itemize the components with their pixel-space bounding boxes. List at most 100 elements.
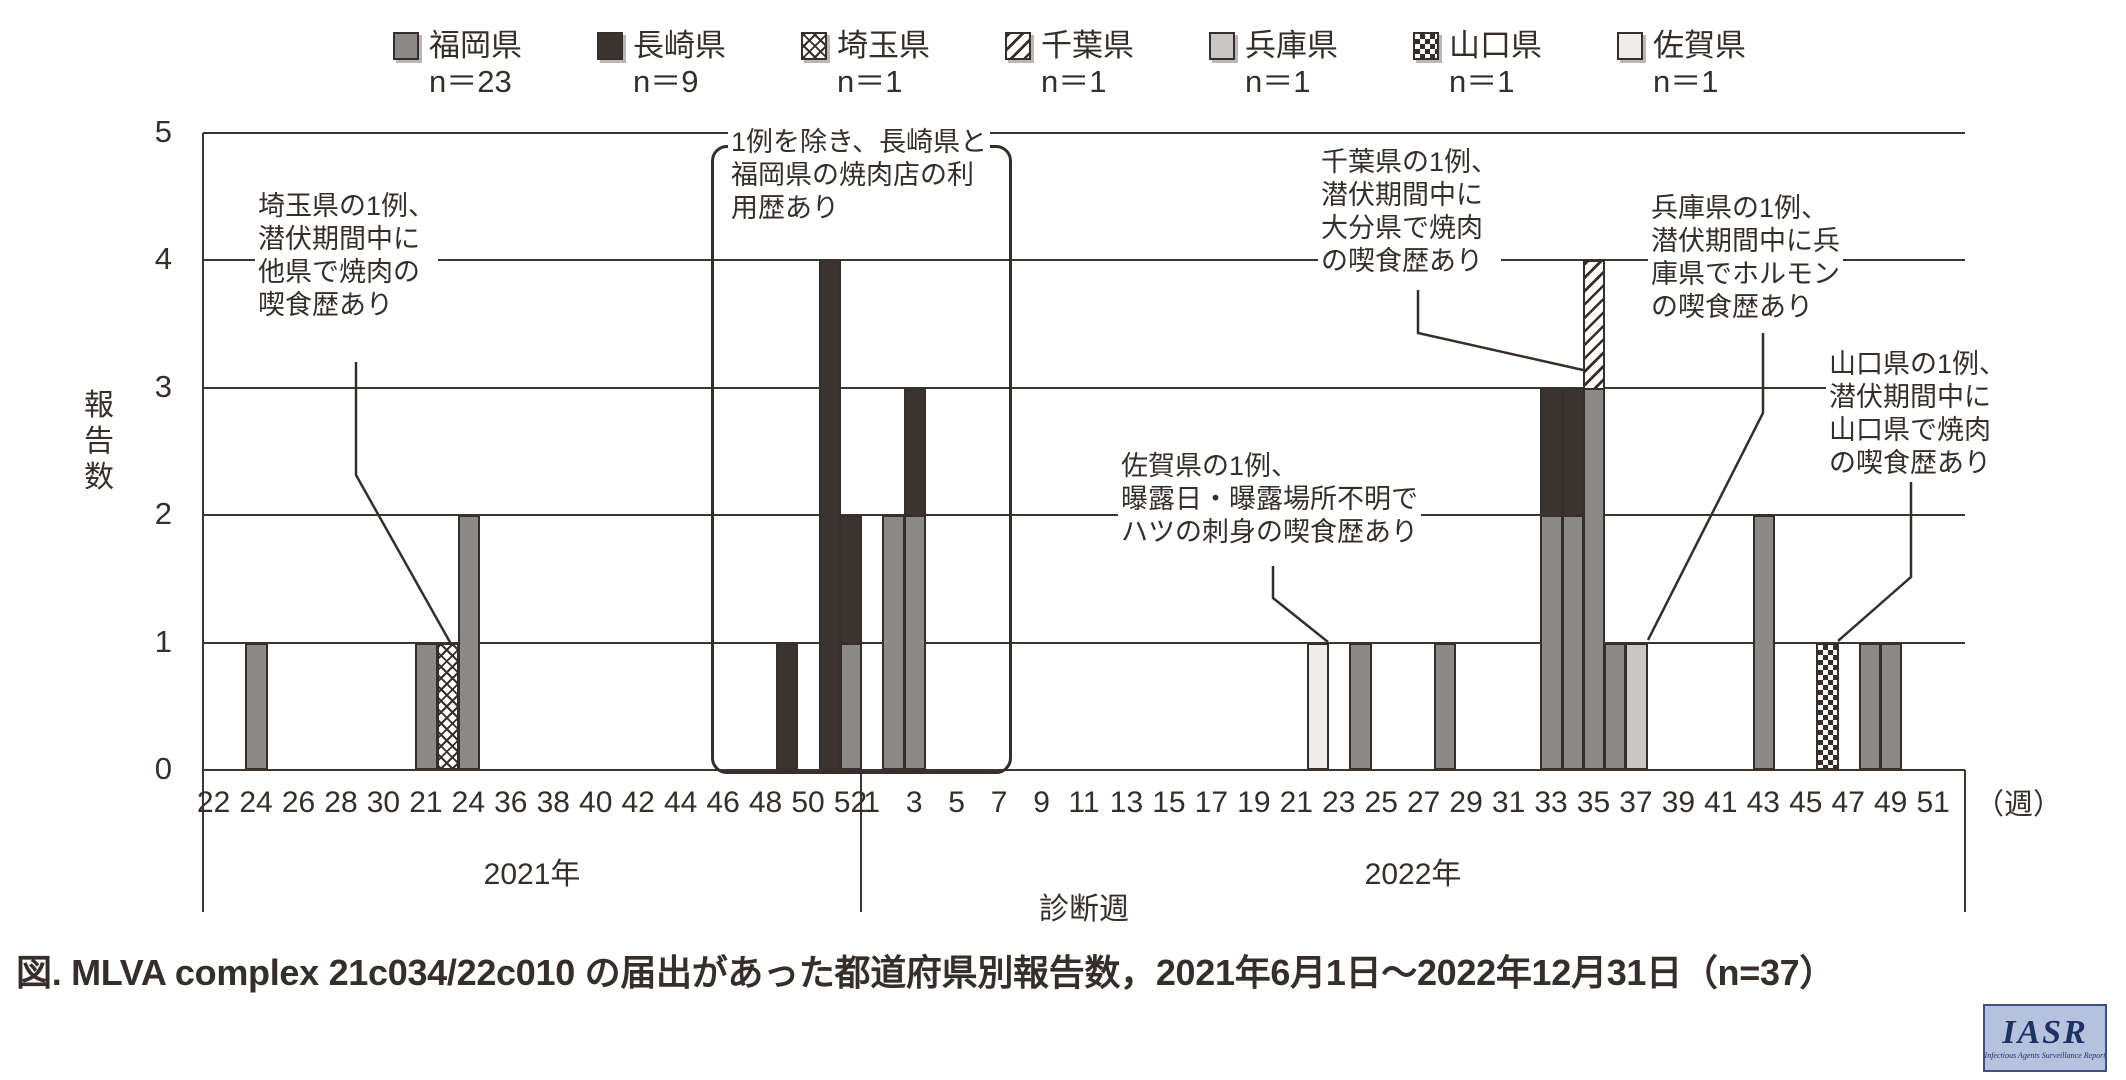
bar-fukuoka-2022-w28 bbox=[1434, 642, 1457, 770]
legend-label: 兵庫県 bbox=[1245, 28, 1338, 63]
x-tick-label: 17 bbox=[1194, 786, 1229, 819]
legend-label: 福岡県 bbox=[429, 28, 522, 63]
legend-count: n＝9 bbox=[633, 64, 699, 99]
legend-swatch-nagasaki-icon bbox=[597, 32, 623, 60]
saga-note: 佐賀県の1例、 曝露日・曝露場所不明で ハツの刺身の喫食歴あり bbox=[1118, 450, 1421, 549]
legend-texts: 山口県 n＝1 bbox=[1449, 28, 1542, 100]
x-tick-label: 21 bbox=[409, 786, 443, 819]
x-tick-label: 11 bbox=[1068, 786, 1100, 819]
bar-fukuoka-2022-w2 bbox=[882, 515, 905, 770]
y-tick-label: 5 bbox=[154, 114, 172, 149]
bar-yamaguchi-2022-w46 bbox=[1816, 642, 1839, 770]
x-tick-label: 38 bbox=[536, 786, 570, 819]
x-tick-label: 24 bbox=[239, 786, 273, 819]
y-axis-title-char: 告 bbox=[84, 425, 114, 458]
y-tick-label: 4 bbox=[154, 241, 172, 277]
legend-item-saga: 佐賀県 n＝1 bbox=[1617, 28, 1746, 100]
x-tick-label: 19 bbox=[1237, 786, 1271, 819]
legend-item-saitama: 埼玉県 n＝1 bbox=[801, 28, 930, 100]
bar-fukuoka-2021-w32 bbox=[415, 642, 438, 770]
legend-label: 長崎県 bbox=[633, 28, 726, 63]
bar-fukuoka-2022-w35 bbox=[1582, 387, 1606, 770]
x-axis-title: 診断週 bbox=[1039, 893, 1129, 926]
legend-label: 千葉県 bbox=[1041, 28, 1134, 63]
legend-item-chiba: 千葉県 n＝1 bbox=[1005, 28, 1134, 100]
bar-nagasaki-2021-w51 bbox=[818, 260, 841, 770]
legend-swatch-hyogo-icon bbox=[1209, 32, 1235, 60]
x-tick-label: 29 bbox=[1449, 786, 1483, 819]
bar-fukuoka-2022-w43 bbox=[1752, 515, 1775, 770]
y-axis-title: 報告数 bbox=[84, 388, 114, 496]
legend-texts: 千葉県 n＝1 bbox=[1041, 28, 1134, 100]
year-label-2022: 2022年 bbox=[1364, 858, 1462, 891]
x-tick-label: 28 bbox=[324, 786, 358, 819]
bar-fukuoka-2021-w52 bbox=[839, 642, 863, 770]
leader-line bbox=[1837, 482, 1913, 642]
legend-swatch-chiba-icon bbox=[1005, 32, 1031, 60]
bar-saga-2022-w22 bbox=[1306, 642, 1330, 770]
axis-end-line bbox=[1964, 770, 1966, 912]
y-axis-title-char: 報 bbox=[84, 389, 114, 422]
x-tick-label: 48 bbox=[748, 786, 783, 819]
legend-swatch-saga-icon bbox=[1617, 32, 1643, 60]
x-tick-label: 31 bbox=[1491, 786, 1526, 819]
yamaguchi-note: 山口県の1例、 潜伏期間中に 山口県で焼肉 の喫食歴あり bbox=[1826, 348, 2010, 480]
legend-label: 佐賀県 bbox=[1653, 28, 1746, 63]
x-tick-label: 49 bbox=[1874, 786, 1908, 819]
x-tick-label: 47 bbox=[1831, 786, 1865, 819]
bar-fukuoka-2022-w36 bbox=[1604, 642, 1627, 770]
bar-fukuoka-2021-w34 bbox=[457, 515, 480, 770]
legend-item-hyogo: 兵庫県 n＝1 bbox=[1209, 28, 1338, 100]
gridline-y5 bbox=[203, 132, 1965, 134]
x-tick-label: 46 bbox=[706, 786, 740, 819]
x-tick-label: 5 bbox=[948, 786, 965, 819]
year-label-2021: 2021年 bbox=[483, 858, 581, 891]
legend-count: n＝1 bbox=[1653, 64, 1719, 99]
legend-texts: 埼玉県 n＝1 bbox=[837, 28, 930, 100]
chiba-note: 千葉県の1例、 潜伏期間中に 大分県で焼肉 の喫食歴あり bbox=[1318, 146, 1502, 278]
x-tick-label: 22 bbox=[196, 786, 231, 819]
y-tick-label: 1 bbox=[154, 623, 172, 659]
gridline-y0 bbox=[203, 769, 1965, 771]
x-tick-label: 1 bbox=[863, 786, 881, 819]
bar-nagasaki-2022-w33 bbox=[1540, 387, 1563, 518]
x-tick-label: 37 bbox=[1619, 786, 1653, 819]
bar-saitama-2021-w33 bbox=[436, 642, 459, 770]
legend-label: 埼玉県 bbox=[837, 28, 930, 63]
box-note: 1例を除き、長崎県と 福岡県の焼肉店の利 用歴あり bbox=[728, 126, 991, 225]
x-tick-label: 24 bbox=[451, 786, 486, 819]
leader-line bbox=[1271, 566, 1329, 643]
bar-hyogo-2022-w37 bbox=[1625, 642, 1648, 770]
bar-chiba-2022-w35 bbox=[1582, 260, 1606, 390]
x-tick-label: 41 bbox=[1704, 786, 1738, 819]
leader-line bbox=[1646, 333, 1765, 641]
x-tick-label: 15 bbox=[1152, 786, 1186, 819]
x-tick-label: 44 bbox=[663, 786, 698, 819]
legend-swatch-saitama-icon bbox=[801, 32, 827, 60]
leader-line bbox=[1416, 290, 1584, 372]
legend-label: 山口県 bbox=[1449, 28, 1542, 63]
bar-nagasaki-2022-w3 bbox=[903, 387, 926, 518]
x-tick-label: 42 bbox=[621, 786, 655, 819]
legend-count: n＝1 bbox=[1041, 64, 1107, 99]
x-tick-label: 40 bbox=[579, 786, 613, 819]
legend-item-fukuoka: 福岡県 n＝23 bbox=[393, 28, 522, 100]
y-tick-label: 3 bbox=[154, 368, 172, 404]
legend-texts: 長崎県 n＝9 bbox=[633, 28, 726, 100]
gridline-y3 bbox=[203, 386, 1965, 389]
iasr-logo-text: IASR bbox=[2002, 1014, 2088, 1051]
bar-fukuoka-2022-w34 bbox=[1561, 515, 1584, 770]
y-tick-label: 2 bbox=[154, 496, 172, 532]
x-tick-label: 52 bbox=[833, 786, 868, 819]
bar-fukuoka-2022-w49 bbox=[1880, 642, 1903, 770]
x-tick-label: 26 bbox=[281, 786, 316, 819]
x-tick-label: 33 bbox=[1534, 786, 1568, 819]
legend-count: n＝23 bbox=[429, 64, 512, 99]
legend-texts: 兵庫県 n＝1 bbox=[1245, 28, 1338, 100]
x-tick-label: 51 bbox=[1916, 786, 1950, 819]
hyogo-note: 兵庫県の1例、 潜伏期間中に兵 庫県でホルモン の喫食歴あり bbox=[1648, 192, 1843, 324]
iasr-logo-subtext: Infectious Agents Surveillance Report bbox=[1984, 1051, 2106, 1060]
gridline-y2 bbox=[203, 514, 1965, 517]
y-axis-title-char: 数 bbox=[84, 461, 114, 494]
